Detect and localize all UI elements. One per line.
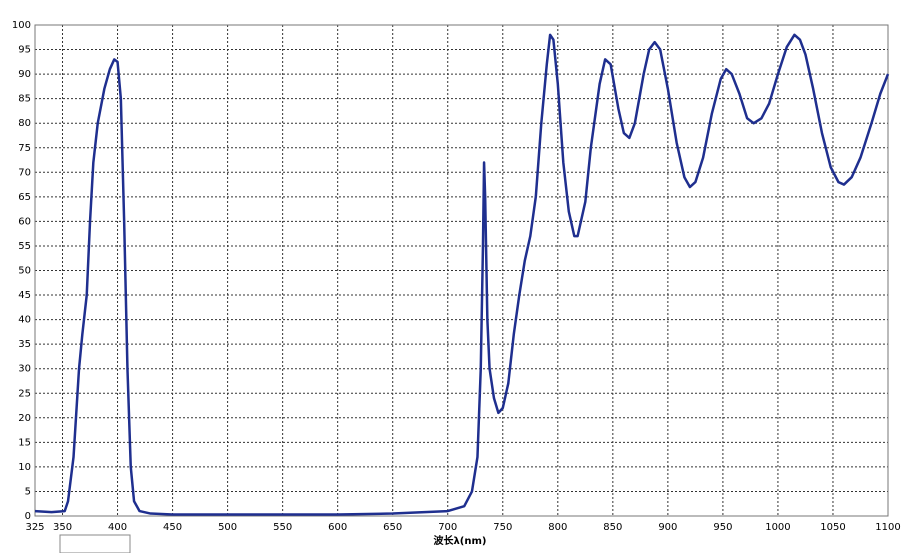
x-tick-label: 325: [25, 522, 44, 533]
y-tick-label: 30: [18, 364, 31, 375]
x-tick-label: 900: [658, 522, 677, 533]
x-tick-label: 400: [108, 522, 127, 533]
y-tick-label: 15: [18, 437, 31, 448]
y-tick-label: 45: [18, 290, 31, 301]
y-tick-label: 35: [18, 339, 31, 350]
x-tick-label: 600: [328, 522, 347, 533]
y-tick-label: 40: [18, 315, 31, 326]
x-tick-label: 800: [548, 522, 567, 533]
x-tick-label: 500: [218, 522, 237, 533]
x-tick-label: 1100: [875, 522, 900, 533]
x-tick-label: 550: [273, 522, 292, 533]
y-tick-label: 95: [18, 45, 31, 56]
y-tick-label: 70: [18, 167, 31, 178]
y-tick-label: 100: [12, 20, 31, 31]
x-tick-label: 650: [383, 522, 402, 533]
y-tick-label: 25: [18, 388, 31, 399]
status-box: [59, 534, 131, 553]
plot-border: [34, 24, 889, 517]
x-tick-label: 950: [713, 522, 732, 533]
data-line: [34, 33, 890, 516]
y-tick-label: 55: [18, 241, 31, 252]
y-tick-label: 0: [25, 511, 31, 522]
x-tick-label: 850: [603, 522, 622, 533]
x-tick-label: 350: [53, 522, 72, 533]
y-tick-label: 90: [18, 69, 31, 80]
y-tick-label: 85: [18, 94, 31, 105]
y-tick-label: 60: [18, 216, 31, 227]
y-tick-label: 65: [18, 192, 31, 203]
y-tick-label: 5: [25, 486, 31, 497]
x-tick-label: 450: [163, 522, 182, 533]
y-tick-label: 80: [18, 118, 31, 129]
x-tick-label: 1000: [765, 522, 790, 533]
y-tick-label: 10: [18, 462, 31, 473]
x-axis-label: 波长λ(nm): [433, 534, 486, 547]
y-tick-label: 75: [18, 143, 31, 154]
x-tick-label: 700: [438, 522, 457, 533]
x-tick-label: 1050: [820, 522, 845, 533]
y-tick-label: 50: [18, 266, 31, 277]
y-tick-label: 20: [18, 413, 31, 424]
x-tick-label: 750: [493, 522, 512, 533]
